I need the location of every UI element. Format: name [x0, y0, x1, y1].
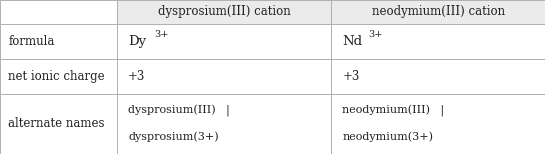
- Bar: [0, 59, 117, 94]
- Bar: [331, 59, 545, 94]
- Bar: [117, 0, 331, 24]
- Text: Nd: Nd: [342, 35, 362, 48]
- Bar: [117, 24, 331, 59]
- Text: neodymium(III) cation: neodymium(III) cation: [372, 5, 505, 18]
- Bar: [0, 0, 117, 24]
- Text: 3+: 3+: [154, 30, 169, 39]
- Bar: [331, 24, 545, 59]
- Text: neodymium(III)   |: neodymium(III) |: [342, 105, 444, 117]
- Bar: [0, 94, 117, 154]
- Text: +3: +3: [128, 70, 146, 83]
- Text: formula: formula: [8, 35, 54, 48]
- Bar: [117, 59, 331, 94]
- Text: net ionic charge: net ionic charge: [8, 70, 105, 83]
- Text: dysprosium(III)   |: dysprosium(III) |: [128, 105, 230, 117]
- Text: Dy: Dy: [128, 35, 146, 48]
- Bar: [0, 24, 117, 59]
- Text: dysprosium(III) cation: dysprosium(III) cation: [158, 5, 290, 18]
- Bar: [331, 0, 545, 24]
- Text: alternate names: alternate names: [8, 118, 105, 130]
- Bar: [117, 94, 331, 154]
- Text: dysprosium(3+): dysprosium(3+): [128, 132, 219, 142]
- Text: +3: +3: [342, 70, 360, 83]
- Bar: [331, 94, 545, 154]
- Text: 3+: 3+: [368, 30, 383, 39]
- Text: neodymium(3+): neodymium(3+): [342, 132, 433, 142]
